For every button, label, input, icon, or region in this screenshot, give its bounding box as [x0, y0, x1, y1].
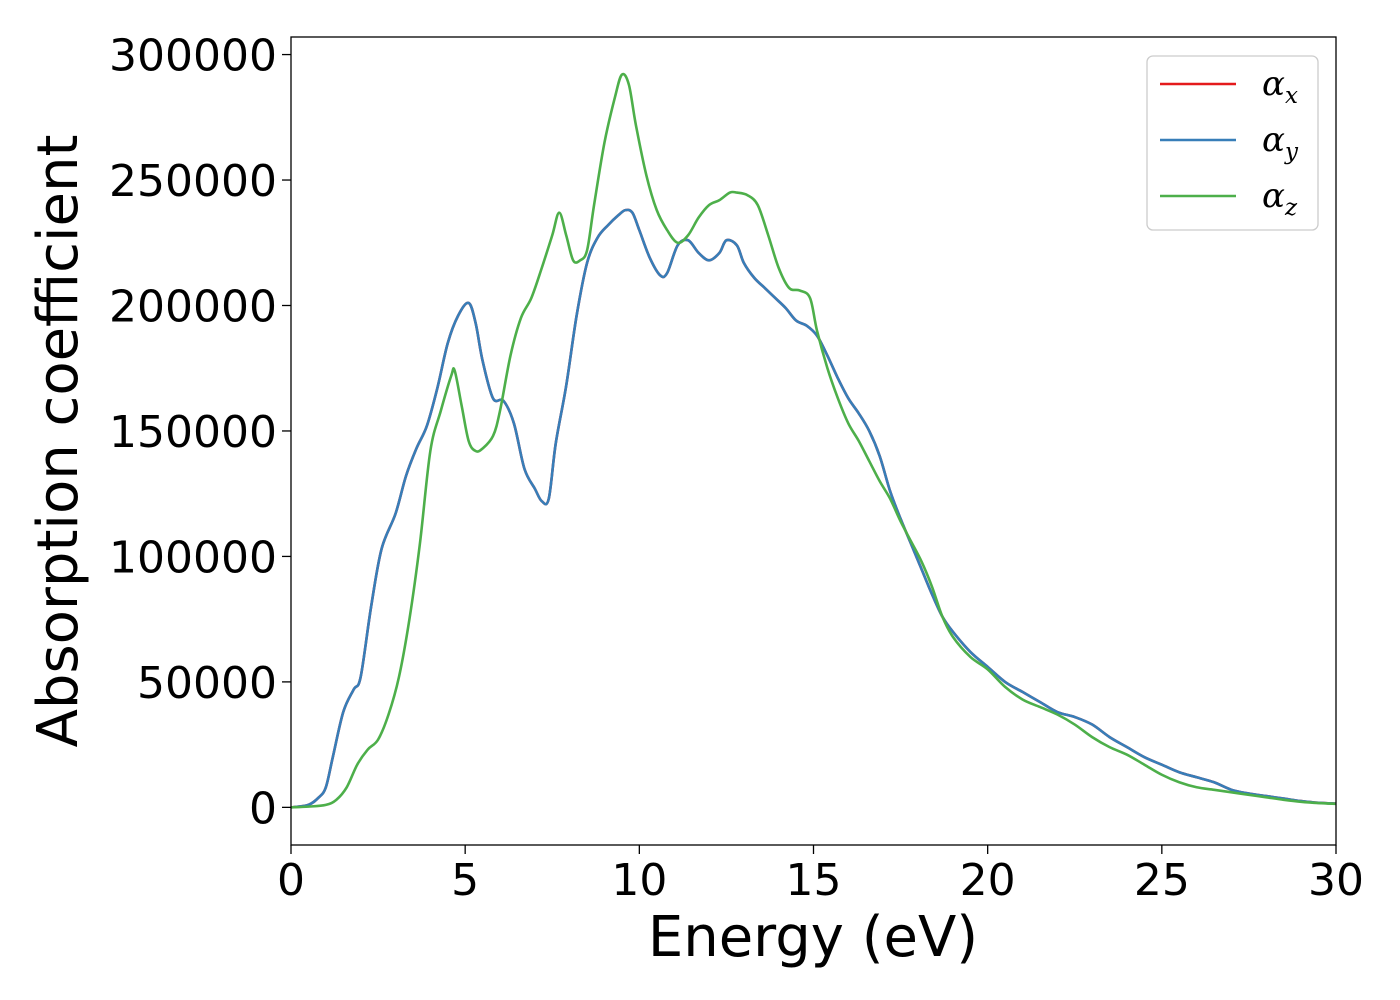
x-tick-label: 25	[1134, 855, 1190, 906]
x-tick-label: 10	[611, 855, 667, 906]
x-axis-label: Energy (eV)	[648, 905, 978, 970]
x-tick-label: 0	[277, 855, 305, 906]
legend-symbol: α	[1262, 120, 1285, 160]
series-line-z	[291, 72, 1336, 809]
legend-subscript: y	[1284, 139, 1299, 165]
y-tick-label: 0	[249, 783, 277, 834]
x-tick-label: 20	[960, 855, 1016, 906]
y-tick-label: 50000	[137, 658, 277, 709]
legend-symbol: α	[1262, 64, 1285, 104]
x-tick-label: 5	[451, 855, 479, 906]
y-tick-label: 100000	[109, 532, 277, 583]
y-tick-label: 300000	[109, 31, 277, 82]
legend-label-z: αz	[1262, 176, 1298, 221]
legend-symbol: α	[1262, 176, 1285, 216]
legend-box	[1146, 55, 1319, 231]
legend-subscript: x	[1285, 83, 1298, 109]
series-layer	[291, 72, 1336, 809]
y-axis-label: Absorption coefficient	[26, 135, 91, 748]
x-tick-label: 15	[786, 855, 842, 906]
legend-label-y: αy	[1262, 120, 1299, 165]
y-tick-label: 150000	[109, 407, 277, 458]
series-line-y	[291, 208, 1336, 809]
x-tick-label: 30	[1308, 855, 1364, 906]
y-tick-label: 250000	[109, 156, 277, 207]
y-tick-label: 200000	[109, 281, 277, 332]
legend-subscript: z	[1284, 195, 1298, 221]
legend-label-x: αx	[1262, 64, 1298, 109]
y-axis: 0 50000 100000 150000 200000 250000 300000	[109, 31, 291, 834]
x-axis: 0 5 10 15 20 25 30	[277, 845, 1364, 906]
